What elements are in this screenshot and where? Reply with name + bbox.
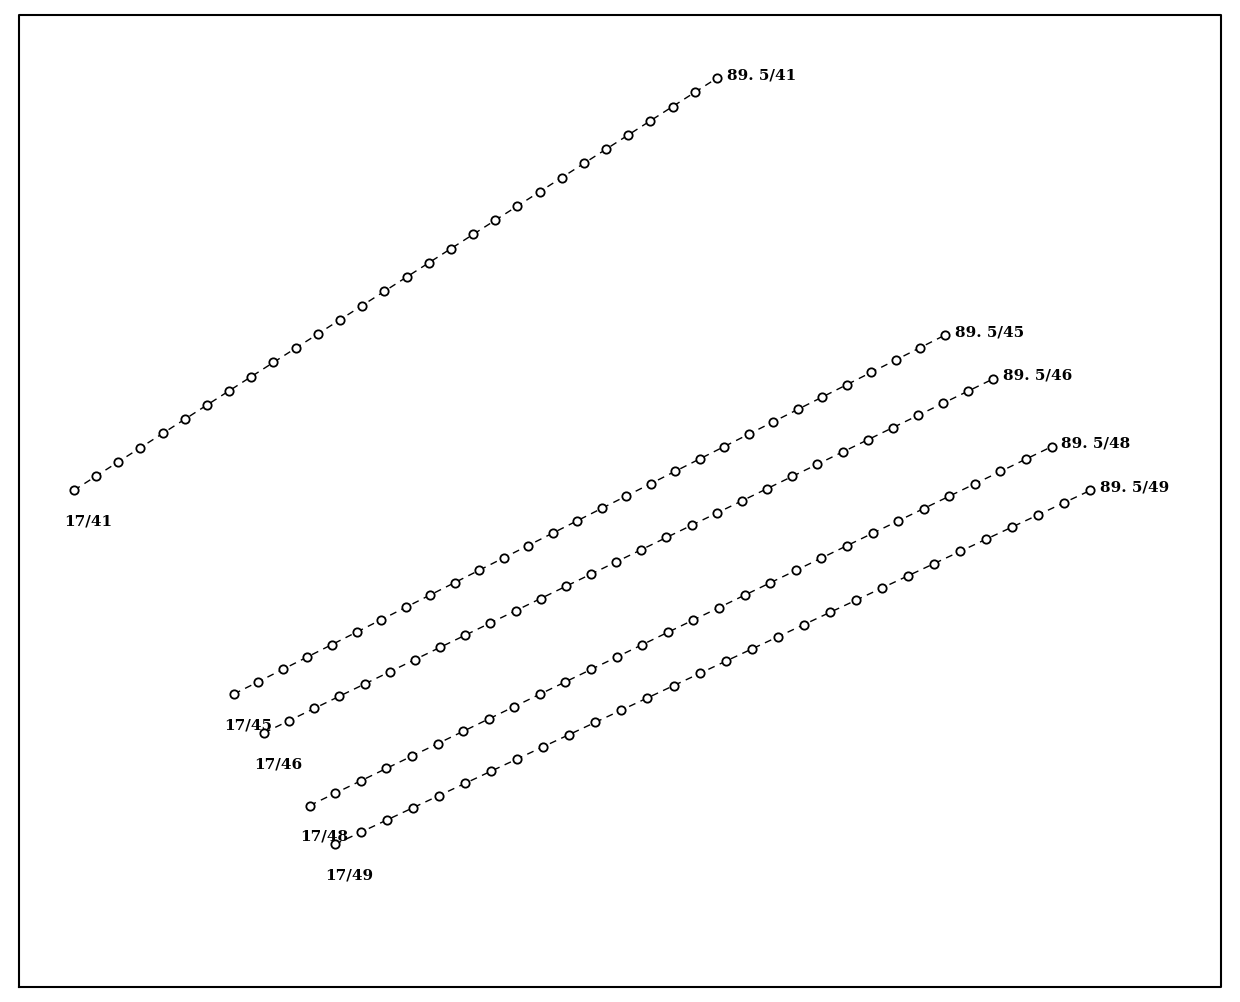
Text: 17/49: 17/49	[325, 869, 373, 883]
Text: 17/48: 17/48	[300, 830, 348, 844]
Text: 89. 5/46: 89. 5/46	[1003, 369, 1073, 383]
Text: 89. 5/48: 89. 5/48	[1061, 437, 1131, 451]
Text: 17/45: 17/45	[224, 718, 273, 732]
Text: 17/41: 17/41	[64, 515, 113, 529]
Text: 89. 5/49: 89. 5/49	[1100, 480, 1169, 494]
Text: 89. 5/41: 89. 5/41	[727, 68, 796, 82]
Text: 17/46: 17/46	[254, 758, 303, 772]
Text: 89. 5/45: 89. 5/45	[955, 326, 1024, 340]
